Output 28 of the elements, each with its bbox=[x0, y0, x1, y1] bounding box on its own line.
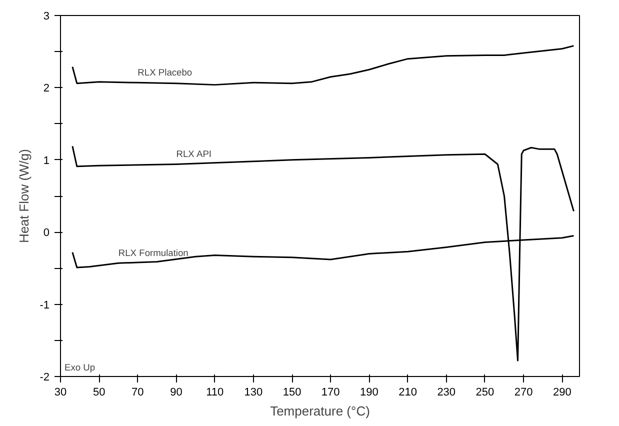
line-series bbox=[72, 45, 574, 86]
x-tick-label: 230 bbox=[437, 386, 456, 398]
y-tick-label: -2 bbox=[40, 372, 50, 384]
y-tick-label: -1 bbox=[40, 299, 50, 312]
x-tick-label: 170 bbox=[321, 386, 340, 398]
line-series bbox=[72, 145, 574, 362]
x-tick-label: 70 bbox=[132, 386, 144, 398]
series-label: RLX Placebo bbox=[138, 68, 192, 78]
y-tick-label: 2 bbox=[43, 82, 50, 95]
x-tick-label: 50 bbox=[92, 386, 106, 398]
x-tick-label: 190 bbox=[360, 386, 378, 398]
y-axis-title: Heat Flow (W/g) bbox=[16, 149, 32, 243]
annotation: Exo Up bbox=[64, 362, 96, 372]
x-tick-label: 130 bbox=[244, 386, 263, 398]
series-label: RLX API bbox=[176, 149, 212, 160]
x-tick-label: 90 bbox=[170, 386, 182, 398]
x-tick-label: 110 bbox=[206, 386, 224, 398]
x-tick-label: 270 bbox=[514, 386, 533, 398]
x-tick-label: 210 bbox=[398, 386, 417, 398]
x-tick-label: 250 bbox=[476, 386, 494, 398]
x-tick-label: 290 bbox=[552, 386, 572, 398]
x-tick-label: 30 bbox=[54, 386, 67, 398]
y-tick-label: 3 bbox=[43, 10, 50, 22]
x-axis-title: Temperature (°C) bbox=[270, 404, 370, 418]
series-label: RLX Formulation bbox=[118, 248, 188, 258]
y-tick-label: 0 bbox=[43, 227, 50, 240]
y-tick-label: 1 bbox=[43, 154, 50, 167]
x-tick-label: 150 bbox=[282, 386, 302, 398]
